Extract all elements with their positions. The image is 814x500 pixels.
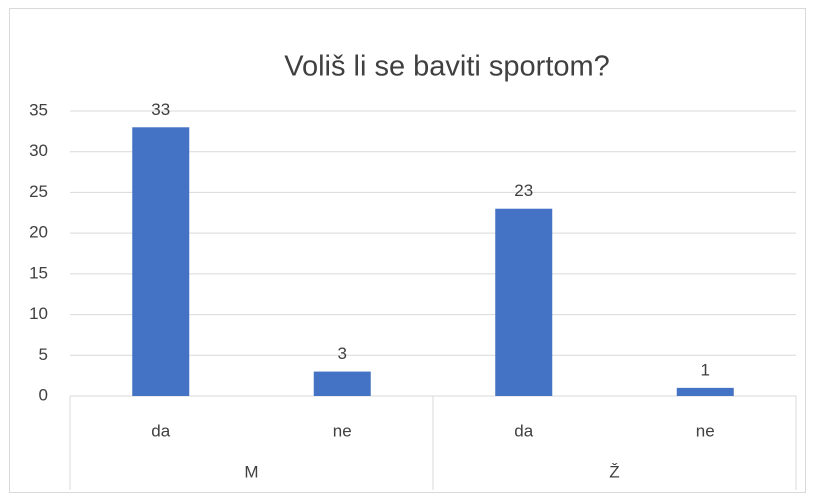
bar: [313, 371, 371, 396]
y-tick-label: 30: [29, 141, 48, 160]
x-tick-label: da: [151, 421, 170, 440]
data-label: 3: [338, 344, 347, 363]
x-tick-label: ne: [696, 421, 715, 440]
group-label: M: [244, 462, 258, 481]
data-label: 33: [151, 100, 170, 119]
x-tick-label: da: [514, 421, 533, 440]
y-tick-label: 15: [29, 263, 48, 282]
bar: [132, 127, 190, 397]
chart-title: Voliš li se baviti sportom?: [284, 51, 610, 83]
y-tick-label: 5: [39, 345, 48, 364]
y-tick-label: 0: [39, 385, 48, 404]
y-tick-label: 25: [29, 182, 48, 201]
group-label: Ž: [609, 462, 619, 481]
data-label: 1: [701, 360, 710, 379]
y-tick-label: 10: [29, 304, 48, 323]
data-label: 23: [514, 181, 533, 200]
bar: [676, 387, 734, 396]
y-tick-label: 35: [29, 100, 48, 119]
bar: [495, 208, 553, 396]
x-tick-label: ne: [333, 421, 352, 440]
y-tick-label: 20: [29, 223, 48, 242]
